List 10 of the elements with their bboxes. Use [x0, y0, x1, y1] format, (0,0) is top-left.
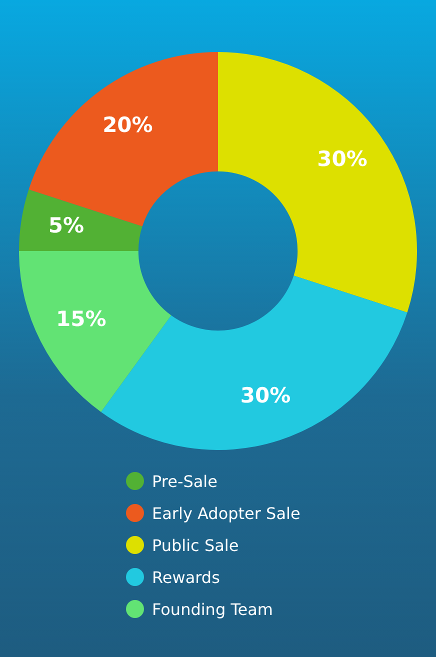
data-label: 5%: [48, 213, 84, 238]
data-label: 20%: [102, 113, 153, 138]
legend-label: Founding Team: [152, 600, 273, 618]
legend-label: Early Adopter Sale: [152, 504, 300, 522]
data-label: 15%: [56, 307, 106, 332]
legend-label: Public Sale: [152, 536, 239, 554]
legend-label: Rewards: [152, 568, 220, 586]
data-label: 30%: [317, 147, 368, 172]
legend-label: Pre-Sale: [152, 472, 218, 490]
data-label: 30%: [240, 384, 291, 408]
